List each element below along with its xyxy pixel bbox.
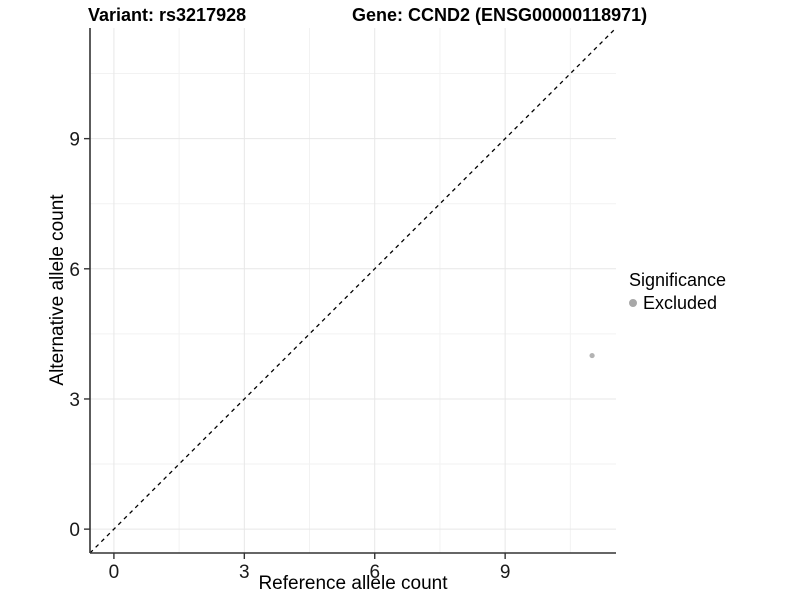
y-tick-label: 0 (69, 520, 80, 541)
variant-title: Variant: rs3217928 (88, 5, 247, 25)
y-tick-label: 3 (69, 390, 80, 411)
legend-item-label: Excluded (643, 293, 718, 313)
legend: Significance Excluded (629, 270, 726, 313)
y-tick-label: 9 (69, 130, 80, 151)
y-tick-label: 6 (69, 260, 80, 281)
x-tick-label: 6 (369, 562, 380, 583)
identity-dashed-line (89, 27, 617, 554)
excluded-point-icon (629, 299, 637, 307)
data-point-excluded (589, 352, 595, 359)
x-tick-label: 9 (500, 562, 511, 583)
x-tick-label: 3 (239, 562, 250, 583)
gene-title: Gene: CCND2 (ENSG00000118971) (352, 5, 648, 25)
y-axis-title: Alternative allele count (47, 194, 68, 386)
legend-item-excluded: Excluded (629, 293, 726, 313)
legend-title: Significance (629, 270, 727, 290)
x-axis-title: Reference allele count (258, 573, 448, 594)
x-tick-label: 0 (109, 562, 120, 583)
